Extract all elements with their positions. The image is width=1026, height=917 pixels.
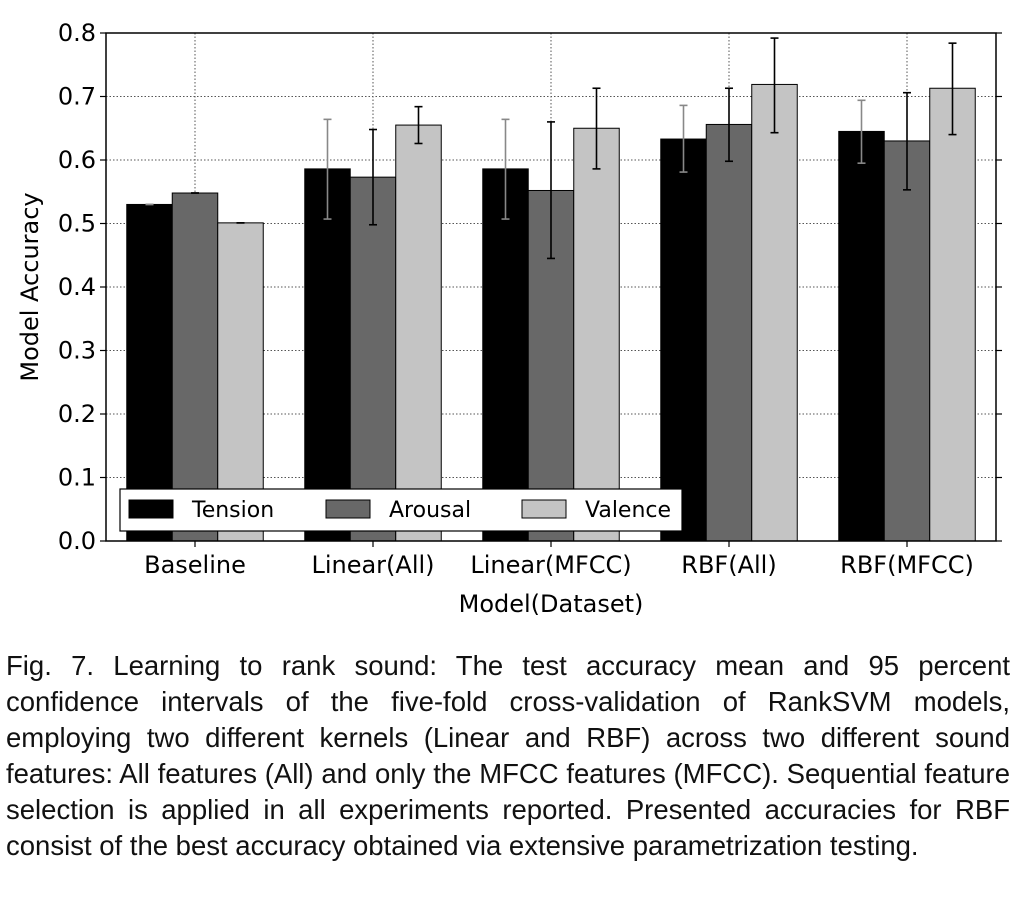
y-tick-label: 0.7	[58, 83, 96, 111]
error-bars-group	[145, 37, 957, 260]
y-tick-label: 0.4	[58, 273, 96, 301]
y-tick-label: 0.8	[58, 19, 96, 47]
bar-valence-2	[573, 127, 620, 542]
bar-valence-4	[929, 87, 976, 542]
x-tick-label: RBF(All)	[681, 551, 776, 579]
y-tick-label: 0.1	[58, 464, 96, 492]
y-tick-label: 0.5	[58, 210, 96, 238]
legend-swatch-tension	[128, 499, 174, 519]
legend-swatch-arousal	[325, 499, 371, 519]
y-axis-title: Model Accuracy	[16, 192, 44, 381]
bar-tension-4	[838, 130, 885, 542]
x-tick-label: Linear(All)	[311, 551, 434, 579]
x-tick-label: RBF(MFCC)	[840, 551, 974, 579]
y-tick-label: 0.6	[58, 146, 96, 174]
bar-chart: 0.0 0.1 0.2 0.3 0.4 0.5 0.6 0.7 0.8 Baseline Line…	[16, 19, 1002, 618]
legend: Tension Arousal Valence	[119, 488, 683, 532]
bar-tension-1	[304, 168, 351, 542]
x-tick-label: Linear(MFCC)	[470, 551, 631, 579]
bar-tension-3	[660, 138, 707, 542]
legend-swatch-valence	[521, 499, 567, 519]
y-axis-ticks: 0.0 0.1 0.2 0.3 0.4 0.5 0.6 0.7 0.8	[58, 19, 1002, 555]
bar-arousal-1	[349, 176, 397, 542]
bar-tension-2	[482, 168, 529, 542]
y-tick-label: 0.3	[58, 337, 96, 365]
x-axis-title: Model(Dataset)	[459, 590, 644, 618]
y-tick-label: 0.2	[58, 400, 96, 428]
x-tick-label: Baseline	[144, 551, 246, 579]
bar-arousal-3	[705, 123, 753, 542]
bar-valence-0	[217, 222, 264, 542]
x-axis-ticks: Baseline Linear(All) Linear(MFCC) RBF(All) R…	[144, 541, 974, 579]
legend-box	[119, 488, 683, 532]
legend-label-arousal: Arousal	[389, 498, 471, 523]
bar-valence-1	[395, 124, 442, 542]
figure-caption: Fig. 7. Learning to rank sound: The test…	[6, 650, 1010, 861]
bar-valence-3	[751, 83, 798, 542]
y-tick-label: 0.0	[58, 527, 96, 555]
bar-arousal-4	[883, 140, 931, 542]
bars-group	[126, 83, 976, 542]
legend-label-valence: Valence	[585, 498, 671, 523]
legend-label-tension: Tension	[191, 498, 274, 523]
